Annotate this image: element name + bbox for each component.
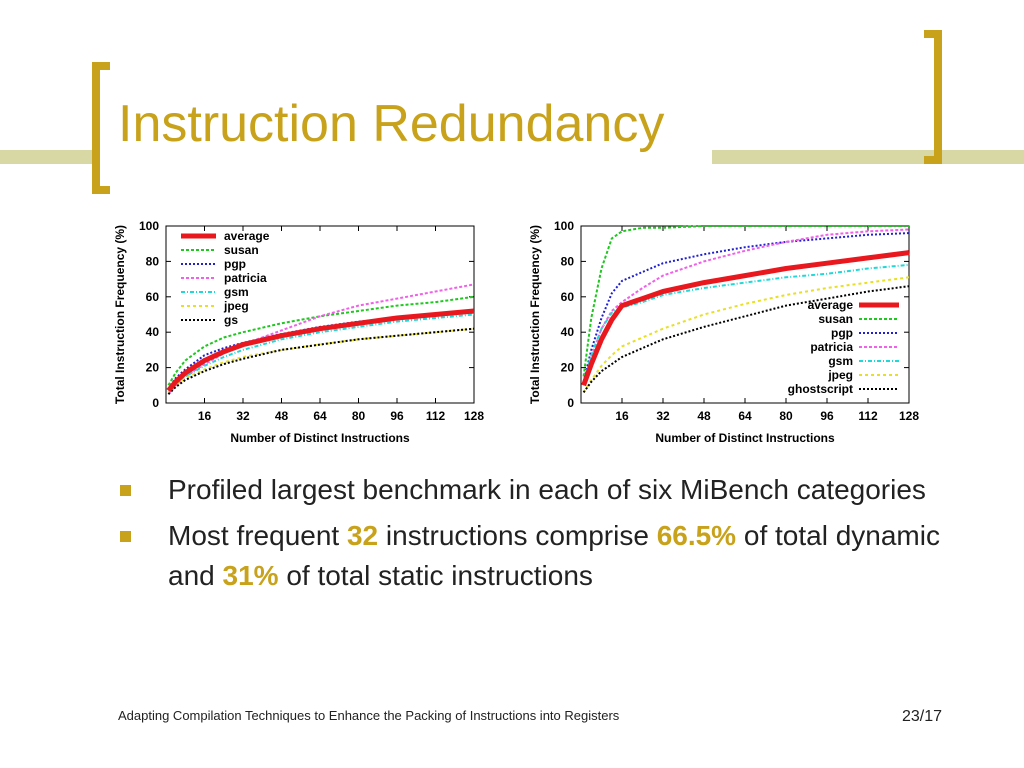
series-line-pgp bbox=[167, 311, 475, 390]
highlight-value: 66.5% bbox=[656, 520, 737, 551]
legend-label: average bbox=[224, 229, 270, 243]
y-tick-label: 100 bbox=[139, 219, 159, 233]
series-line-jpeg bbox=[167, 327, 475, 394]
legend-label: patricia bbox=[224, 271, 267, 285]
x-tick-label: 112 bbox=[858, 409, 878, 423]
x-tick-label: 32 bbox=[656, 409, 670, 423]
series-line-average bbox=[166, 308, 475, 393]
series-line-ghostscript bbox=[582, 285, 910, 393]
x-tick-label: 16 bbox=[198, 409, 212, 423]
series-line-average bbox=[581, 250, 910, 387]
legend-label: susan bbox=[818, 312, 853, 326]
bullet-text: of total static instructions bbox=[278, 560, 593, 591]
legend-label: pgp bbox=[831, 326, 853, 340]
series-line-jpeg bbox=[582, 276, 910, 393]
series-line-pgp bbox=[582, 232, 910, 383]
x-tick-label: 96 bbox=[390, 409, 404, 423]
series-line-gsm bbox=[582, 263, 910, 383]
title-bracket-right bbox=[924, 30, 942, 164]
legend-label: average bbox=[808, 298, 854, 312]
bullet-text: of total dynamic and bbox=[168, 520, 940, 591]
bullet-item: Most frequent 32 instructions comprise 6… bbox=[118, 516, 958, 596]
page-number: 23/17 bbox=[902, 708, 943, 725]
legend-label: gsm bbox=[828, 354, 853, 368]
y-axis-label: Total Instruction Frequency (%) bbox=[528, 225, 542, 404]
legend-label: jpeg bbox=[223, 299, 249, 313]
legend-label: susan bbox=[224, 243, 259, 257]
x-tick-label: 48 bbox=[697, 409, 711, 423]
plot-frame bbox=[580, 225, 910, 404]
legend-label: patricia bbox=[810, 340, 853, 354]
series-line-susan bbox=[167, 295, 475, 386]
y-tick-label: 40 bbox=[146, 325, 160, 339]
legend-label: ghostscript bbox=[788, 382, 853, 396]
y-tick-label: 20 bbox=[561, 361, 575, 375]
y-tick-label: 80 bbox=[561, 254, 575, 268]
x-tick-label: 96 bbox=[820, 409, 834, 423]
x-axis-label: Number of Distinct Instructions bbox=[230, 431, 410, 445]
legend-label: gsm bbox=[224, 285, 249, 299]
y-tick-label: 20 bbox=[146, 361, 160, 375]
legend-label: gs bbox=[224, 313, 238, 327]
footer-text: Adapting Compilation Techniques to Enhan… bbox=[118, 708, 620, 723]
bullet-text: instructions comprise bbox=[378, 520, 657, 551]
x-tick-label: 80 bbox=[779, 409, 793, 423]
series-line-patricia bbox=[167, 283, 475, 395]
series-line-gs bbox=[167, 327, 475, 395]
y-tick-label: 40 bbox=[561, 325, 575, 339]
highlight-value: 31% bbox=[222, 560, 279, 591]
y-tick-label: 80 bbox=[146, 254, 160, 268]
title-bracket-left bbox=[92, 62, 110, 194]
x-tick-label: 64 bbox=[738, 409, 752, 423]
bullet-square-icon bbox=[120, 531, 131, 542]
bullet-square-icon bbox=[120, 485, 131, 496]
bullet-text: Profiled largest benchmark in each of si… bbox=[168, 474, 926, 505]
dynamic-frequency-chart: 0 20 40 60 80 100 16 32 48 64 80 96 112 128 Number of … bbox=[113, 219, 484, 445]
x-tick-label: 128 bbox=[899, 409, 919, 423]
x-tick-label: 48 bbox=[275, 409, 289, 423]
bullet-list: Profiled largest benchmark in each of si… bbox=[118, 470, 958, 602]
title-rule-left bbox=[0, 150, 96, 164]
y-tick-label: 0 bbox=[152, 396, 159, 410]
static-frequency-chart: 0 20 40 60 80 100 16 32 48 64 80 96 112 128 Number of … bbox=[528, 219, 919, 445]
y-tick-label: 100 bbox=[554, 219, 574, 233]
x-tick-label: 64 bbox=[313, 409, 327, 423]
x-axis-label: Number of Distinct Instructions bbox=[655, 431, 835, 445]
y-tick-label: 60 bbox=[146, 290, 160, 304]
x-tick-label: 80 bbox=[352, 409, 366, 423]
x-tick-label: 128 bbox=[464, 409, 484, 423]
x-tick-label: 112 bbox=[426, 409, 446, 423]
slide-title: Instruction Redundancy bbox=[118, 95, 665, 153]
series-line-patricia bbox=[582, 228, 910, 386]
bullet-item: Profiled largest benchmark in each of si… bbox=[118, 470, 958, 510]
title-rule-right bbox=[712, 150, 1024, 164]
x-tick-label: 32 bbox=[236, 409, 250, 423]
y-axis-label: Total Instruction Frequency (%) bbox=[113, 225, 127, 404]
highlight-value: 32 bbox=[346, 520, 379, 551]
y-tick-label: 0 bbox=[567, 396, 574, 410]
bullet-text: Most frequent bbox=[168, 520, 347, 551]
x-tick-label: 16 bbox=[615, 409, 629, 423]
legend-label: jpeg bbox=[827, 368, 853, 382]
legend-label: pgp bbox=[224, 257, 246, 271]
y-tick-label: 60 bbox=[561, 290, 575, 304]
